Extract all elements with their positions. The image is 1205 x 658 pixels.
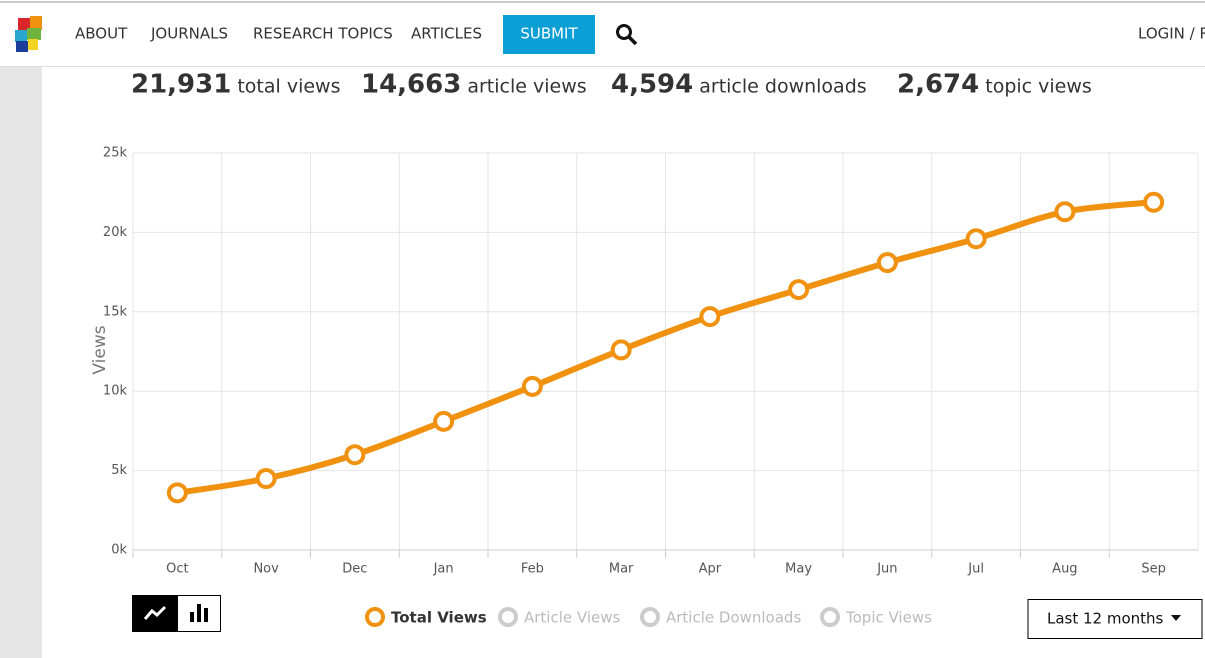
data-point xyxy=(521,375,543,397)
dropdown-caret xyxy=(1171,615,1181,621)
logo-cube xyxy=(27,28,41,40)
x-tick-label: Feb xyxy=(521,562,544,577)
y-tick-label: 0k xyxy=(111,543,127,558)
data-point xyxy=(610,339,632,361)
logo[interactable] xyxy=(15,16,42,52)
nav-link[interactable]: ABOUT xyxy=(75,25,128,43)
bar-icon xyxy=(197,604,201,622)
y-tick-label: 15k xyxy=(103,304,128,319)
legend-marker[interactable] xyxy=(365,607,385,627)
bar-icon xyxy=(190,612,194,622)
submit-button[interactable] xyxy=(503,15,595,54)
logo-cube xyxy=(18,18,30,30)
legend-marker[interactable] xyxy=(640,607,660,627)
x-tick-label: Apr xyxy=(699,562,722,577)
x-tick-label: Aug xyxy=(1052,562,1077,577)
legend-marker[interactable] xyxy=(820,607,840,627)
login-link[interactable]: LOGIN / REGISTER xyxy=(1138,25,1205,43)
range-label: Last 12 months xyxy=(1047,610,1164,628)
data-point xyxy=(876,252,898,274)
x-tick-label: Dec xyxy=(342,562,367,577)
data-point xyxy=(344,444,366,466)
line-icon xyxy=(143,605,167,620)
logo-cube xyxy=(15,30,27,42)
x-tick-label: Jun xyxy=(876,562,897,577)
x-tick-label: Oct xyxy=(166,562,188,577)
y-tick-label: 25k xyxy=(103,146,128,161)
legend-label[interactable]: Total Views xyxy=(391,609,487,627)
chart-type-toggle xyxy=(132,595,221,632)
legend-label[interactable]: Topic Views xyxy=(845,609,932,627)
y-axis-label: Views xyxy=(90,325,110,374)
nav-link[interactable]: JOURNALS xyxy=(150,25,228,43)
y-tick-label: 5k xyxy=(111,463,127,478)
x-tick-label: Jan xyxy=(433,562,454,577)
stat-number: 14,663 xyxy=(361,70,461,100)
bar-icon xyxy=(204,608,208,622)
data-point xyxy=(255,468,277,490)
data-point xyxy=(965,228,987,250)
stat-number: 2,674 xyxy=(897,70,979,100)
range-dropdown[interactable] xyxy=(1027,599,1203,639)
legend-marker[interactable] xyxy=(498,607,518,627)
logo-cube xyxy=(30,16,42,30)
x-tick-label: Mar xyxy=(609,562,634,577)
stat-label: total views xyxy=(237,76,340,98)
stat-number: 4,594 xyxy=(611,70,693,100)
search-icon[interactable] xyxy=(616,24,638,46)
data-point xyxy=(433,410,455,432)
data-point xyxy=(788,279,810,301)
nav-link[interactable]: RESEARCH TOPICS xyxy=(253,25,393,43)
stat-number: 21,931 xyxy=(131,70,231,100)
logo-cube xyxy=(16,41,28,52)
x-tick-label: May xyxy=(785,562,812,577)
data-point xyxy=(699,306,721,328)
chart: 0k 5k 10k 15k 20k 25k Oct Nov Dec Jan Feb Mar Apr May… xyxy=(103,146,1199,577)
x-tick-label: Sep xyxy=(1141,562,1166,577)
stat-label: article downloads xyxy=(699,76,866,98)
nav-link[interactable]: ARTICLES xyxy=(411,25,482,43)
data-point xyxy=(1054,201,1076,223)
logo-cube xyxy=(28,39,38,50)
y-tick-label: 20k xyxy=(103,225,128,240)
submit-label: SUBMIT xyxy=(520,25,578,43)
side-strip xyxy=(0,67,42,658)
stat-label: topic views xyxy=(985,76,1092,98)
legend-label[interactable]: Article Views xyxy=(524,609,620,627)
data-point xyxy=(1143,191,1165,213)
x-tick-label: Nov xyxy=(253,562,279,577)
data-point xyxy=(166,482,188,504)
stats-row: 21,931 total views 14,663 article views 4,59… xyxy=(131,70,1092,100)
stat-label: article views xyxy=(467,76,586,98)
legend-label[interactable]: Article Downloads xyxy=(666,609,801,627)
bar-chart-button[interactable] xyxy=(177,595,221,632)
y-tick-label: 10k xyxy=(103,384,128,399)
legend: Total Views Article Views Article Download… xyxy=(365,607,932,627)
x-tick-label: Jul xyxy=(967,562,984,577)
